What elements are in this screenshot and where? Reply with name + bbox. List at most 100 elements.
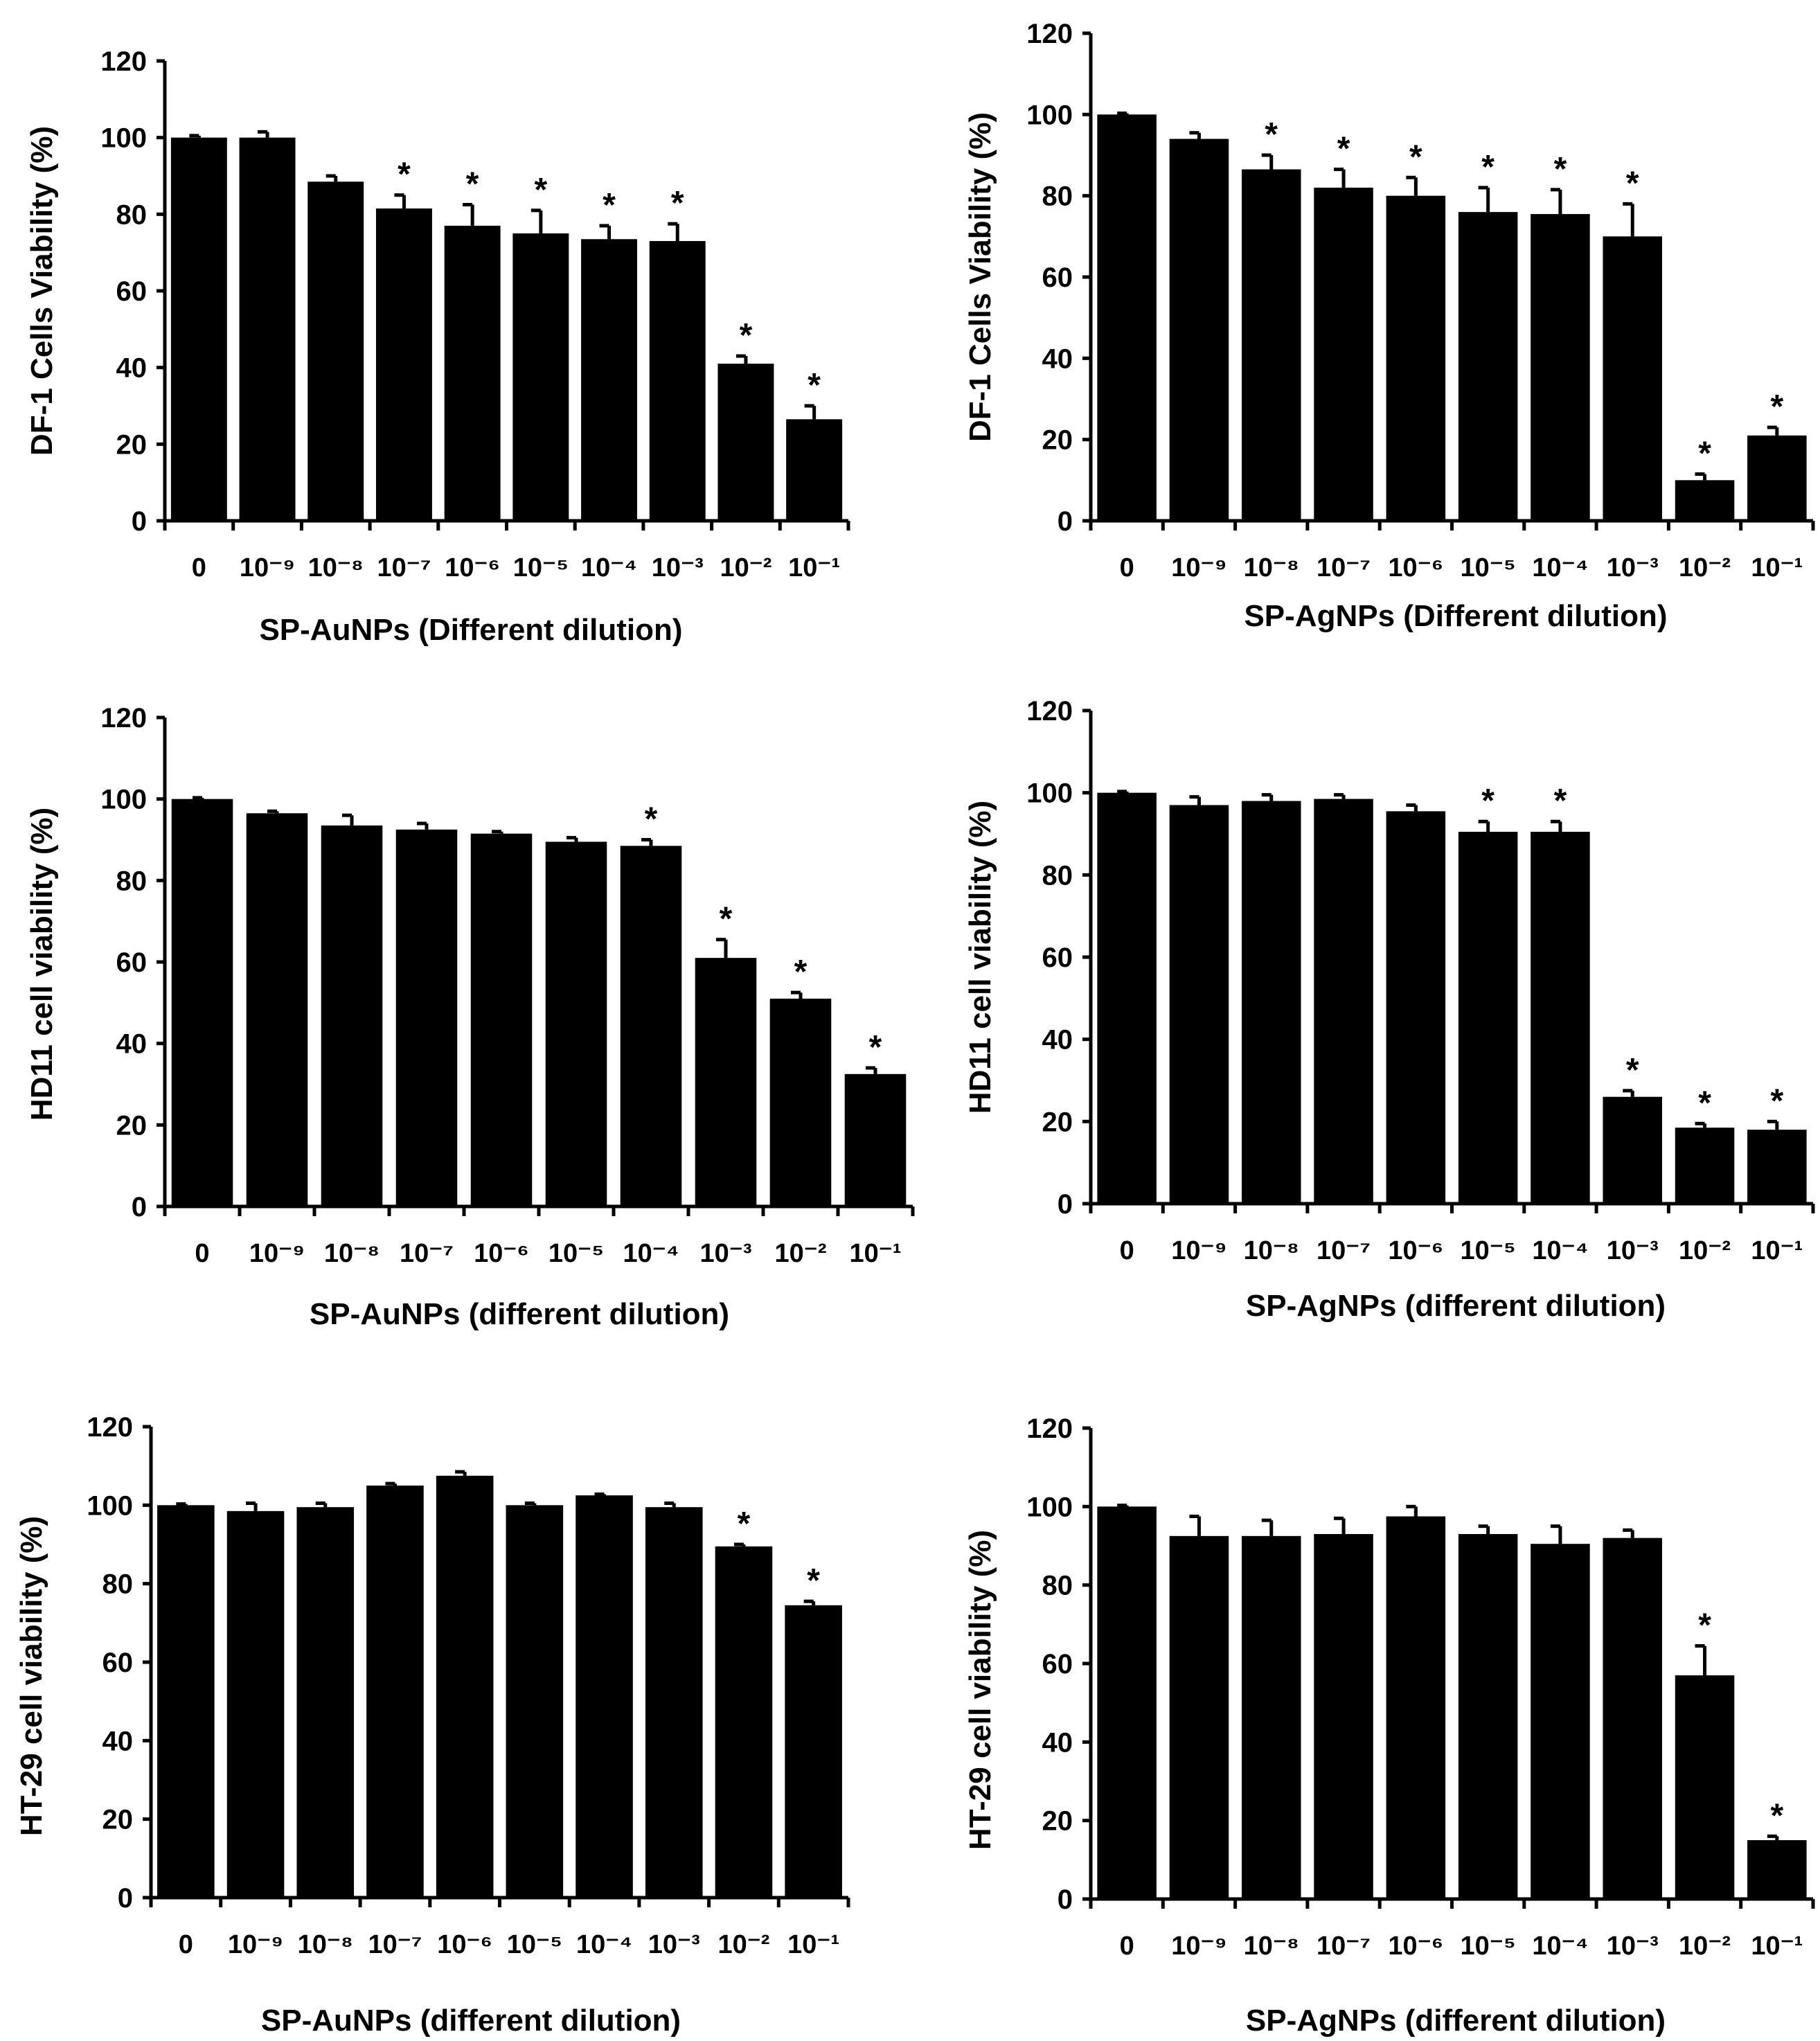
bar <box>576 1495 633 1898</box>
x-category-label: 10⁻² <box>775 1239 827 1268</box>
x-category-label: 10⁻⁴ <box>1532 1236 1588 1265</box>
bar <box>157 1505 215 1898</box>
y-tick-label: 120 <box>1026 1414 1073 1444</box>
bar <box>581 239 638 521</box>
x-category-label: 10⁻¹ <box>788 553 840 582</box>
y-tick-label: 100 <box>1026 1492 1073 1522</box>
bar <box>1386 195 1446 521</box>
significance-star: * <box>794 954 808 990</box>
y-tick-label: 40 <box>116 353 148 384</box>
bar <box>395 829 458 1206</box>
y-tick-label: 120 <box>1026 696 1073 727</box>
x-category-label: 10⁻⁶ <box>1388 1932 1443 1961</box>
x-category-label: 10⁻¹ <box>1751 1932 1803 1961</box>
bar <box>785 1605 842 1898</box>
x-category-label: 10⁻¹ <box>787 1930 839 1959</box>
bar <box>1531 832 1590 1204</box>
bar <box>1675 1128 1735 1204</box>
significance-star: * <box>869 1029 882 1066</box>
x-axis-title: SP-AuNPs (Different dilution) <box>259 613 682 647</box>
bar <box>1169 139 1229 522</box>
bar <box>246 813 308 1206</box>
chart-panel-df1-agnps: DF-1 Cells Viability (%) SP-AgNPs (Diffe… <box>963 19 1815 633</box>
x-category-label: 10⁻⁵ <box>507 1930 562 1959</box>
significance-star: * <box>535 172 548 208</box>
bar <box>717 364 774 521</box>
x-category-label: 10⁻⁹ <box>240 553 295 582</box>
x-category-label: 10⁻⁷ <box>1317 553 1371 582</box>
x-category-label: 0 <box>195 1239 209 1268</box>
x-category-label: 10⁻⁴ <box>576 1930 632 1959</box>
x-category-label: 10⁻⁶ <box>474 1239 529 1268</box>
bar <box>645 1507 703 1898</box>
chart-panel-df1-aunps: DF-1 Cells Viability (%) SP-AuNPs (Diffe… <box>25 46 850 647</box>
y-axis-title: HD11 cell viability (%) <box>963 801 997 1114</box>
significance-star: * <box>1626 165 1639 202</box>
bar <box>1747 1840 1807 1899</box>
x-category-label: 10⁻² <box>1679 1932 1731 1961</box>
x-category-label: 0 <box>192 553 206 582</box>
x-category-label: 10⁻¹ <box>850 1239 902 1268</box>
y-tick-label: 60 <box>1042 943 1073 973</box>
significance-star: * <box>1771 389 1784 425</box>
x-category-label: 10⁻⁷ <box>377 553 431 582</box>
x-category-label: 10⁻⁵ <box>513 553 569 582</box>
y-tick-label: 100 <box>87 1490 133 1521</box>
significance-star: * <box>645 801 658 838</box>
bar <box>1675 480 1735 521</box>
x-category-label: 10⁻² <box>720 553 771 582</box>
bar <box>470 833 533 1206</box>
x-category-label: 10⁻⁸ <box>1244 553 1299 582</box>
bar <box>239 137 296 521</box>
x-category-label: 10⁻⁴ <box>1532 1932 1588 1961</box>
significance-star: * <box>1481 149 1495 186</box>
x-category-label: 10⁻² <box>1679 553 1731 582</box>
y-tick-label: 20 <box>1042 1806 1073 1837</box>
x-category-label: 10⁻² <box>1679 1236 1731 1265</box>
bar <box>1314 799 1373 1204</box>
y-tick-label: 20 <box>1042 425 1073 456</box>
y-tick-label: 0 <box>118 1883 133 1914</box>
y-tick-label: 40 <box>116 1029 148 1060</box>
y-tick-label: 40 <box>1042 1025 1073 1055</box>
bar <box>171 799 233 1206</box>
x-category-label: 0 <box>1120 1932 1134 1961</box>
x-category-label: 10⁻³ <box>700 1239 752 1268</box>
x-category-label: 10⁻⁴ <box>623 1239 679 1268</box>
bar <box>1458 212 1518 521</box>
y-tick-label: 100 <box>100 123 147 154</box>
significance-star: * <box>466 166 479 203</box>
significance-star: * <box>1698 1607 1711 1644</box>
x-category-label: 10⁻⁴ <box>581 553 637 582</box>
x-category-label: 10⁻⁷ <box>368 1930 422 1959</box>
chart-panel-hd11-aunps: HD11 cell viability (%) SP-AuNPs (differ… <box>25 703 915 1331</box>
y-tick-label: 60 <box>116 947 148 978</box>
significance-star: * <box>1265 116 1278 153</box>
y-tick-label: 100 <box>1026 778 1073 809</box>
bar <box>512 233 569 521</box>
bar <box>1241 1535 1301 1899</box>
x-category-label: 0 <box>179 1930 193 1959</box>
x-category-label: 10⁻¹ <box>1751 553 1803 582</box>
significance-star: * <box>1626 1052 1639 1089</box>
x-category-label: 10⁻⁷ <box>400 1239 454 1268</box>
x-axis-title: SP-AgNPs (different dilution) <box>1246 2004 1666 2038</box>
y-tick-label: 60 <box>102 1648 134 1678</box>
x-category-label: 10⁻⁷ <box>1317 1236 1371 1265</box>
bar <box>786 419 843 521</box>
bar <box>444 225 501 521</box>
bar <box>1097 114 1157 522</box>
significance-star: * <box>807 1562 820 1599</box>
significance-star: * <box>1554 151 1567 188</box>
x-category-label: 10⁻⁵ <box>1461 1236 1516 1265</box>
x-category-label: 10⁻⁶ <box>1388 1236 1443 1265</box>
y-tick-label: 60 <box>116 276 148 307</box>
y-axis-title: DF-1 Cells Viability (%) <box>963 112 997 442</box>
significance-star: * <box>1554 783 1567 819</box>
x-category-label: 10⁻⁶ <box>445 553 500 582</box>
significance-star: * <box>671 185 684 222</box>
y-tick-label: 120 <box>100 46 147 77</box>
bar <box>1169 805 1229 1204</box>
significance-star: * <box>1409 139 1422 175</box>
x-category-label: 10⁻⁸ <box>324 1239 380 1268</box>
